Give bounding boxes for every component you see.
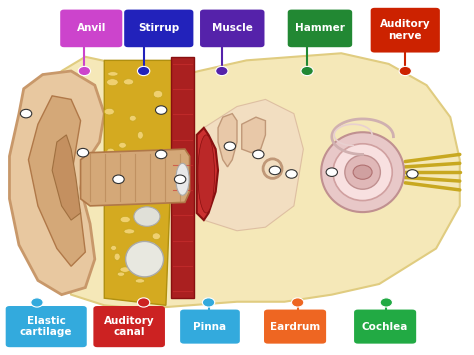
Text: Anvil: Anvil [77,23,106,33]
Circle shape [253,150,264,159]
Ellipse shape [114,253,120,260]
Text: Eardrum: Eardrum [270,322,320,332]
Circle shape [216,66,228,76]
Polygon shape [204,99,303,231]
Circle shape [286,170,297,178]
Ellipse shape [153,91,163,98]
Circle shape [113,175,124,184]
Polygon shape [171,57,194,298]
Ellipse shape [107,148,115,154]
Polygon shape [9,71,104,295]
Ellipse shape [121,173,129,178]
Circle shape [20,109,32,118]
FancyBboxPatch shape [6,306,87,347]
Ellipse shape [321,132,404,212]
FancyBboxPatch shape [124,10,193,47]
Ellipse shape [198,135,214,213]
Circle shape [399,66,411,76]
Ellipse shape [124,229,135,234]
Circle shape [301,66,313,76]
Circle shape [224,142,236,151]
Ellipse shape [333,144,392,201]
FancyBboxPatch shape [354,310,416,344]
Ellipse shape [132,247,143,254]
FancyBboxPatch shape [60,10,122,47]
Ellipse shape [135,279,145,283]
Circle shape [77,148,89,157]
Circle shape [380,298,392,307]
Ellipse shape [112,179,118,186]
Ellipse shape [108,72,118,76]
Text: Muscle: Muscle [212,23,253,33]
FancyBboxPatch shape [264,310,326,344]
Ellipse shape [137,258,145,263]
FancyBboxPatch shape [200,10,264,47]
Text: Auditory
canal: Auditory canal [104,316,155,337]
Circle shape [137,66,150,76]
Text: Stirrup: Stirrup [138,23,180,33]
Ellipse shape [133,195,139,199]
Ellipse shape [118,142,126,148]
Ellipse shape [150,152,158,156]
Ellipse shape [176,163,189,195]
Text: Cochlea: Cochlea [362,322,408,332]
Polygon shape [28,96,85,266]
Circle shape [137,298,150,307]
Circle shape [326,168,337,176]
Ellipse shape [345,155,380,189]
FancyBboxPatch shape [180,310,240,344]
Ellipse shape [152,184,158,191]
Ellipse shape [123,79,134,85]
Circle shape [78,66,91,76]
Ellipse shape [107,79,118,86]
Ellipse shape [134,207,160,226]
Circle shape [202,298,215,307]
Text: Pinna: Pinna [193,322,227,332]
Polygon shape [104,60,175,305]
Text: Auditory
nerve: Auditory nerve [380,20,430,41]
FancyBboxPatch shape [93,306,165,347]
Polygon shape [52,135,81,220]
Polygon shape [242,117,265,153]
Polygon shape [47,53,460,309]
Ellipse shape [120,217,130,223]
FancyBboxPatch shape [371,8,440,53]
Ellipse shape [146,273,153,277]
Ellipse shape [152,233,160,240]
Polygon shape [81,149,190,206]
Circle shape [31,298,43,307]
Ellipse shape [117,272,125,276]
Circle shape [353,165,372,179]
FancyBboxPatch shape [288,10,352,47]
Text: Elastic
cartilage: Elastic cartilage [20,316,73,337]
Circle shape [174,175,186,184]
Circle shape [155,106,167,114]
Circle shape [407,170,418,178]
Polygon shape [197,128,218,220]
Circle shape [269,166,281,175]
Ellipse shape [110,246,117,250]
Ellipse shape [149,242,156,246]
Ellipse shape [126,241,164,277]
Circle shape [292,298,304,307]
Ellipse shape [120,267,130,272]
Ellipse shape [120,168,127,175]
Ellipse shape [129,115,136,121]
Polygon shape [218,114,237,167]
Ellipse shape [144,165,154,170]
Ellipse shape [137,131,143,139]
Ellipse shape [104,108,114,115]
Circle shape [155,150,167,159]
Text: Hammer: Hammer [295,23,345,33]
